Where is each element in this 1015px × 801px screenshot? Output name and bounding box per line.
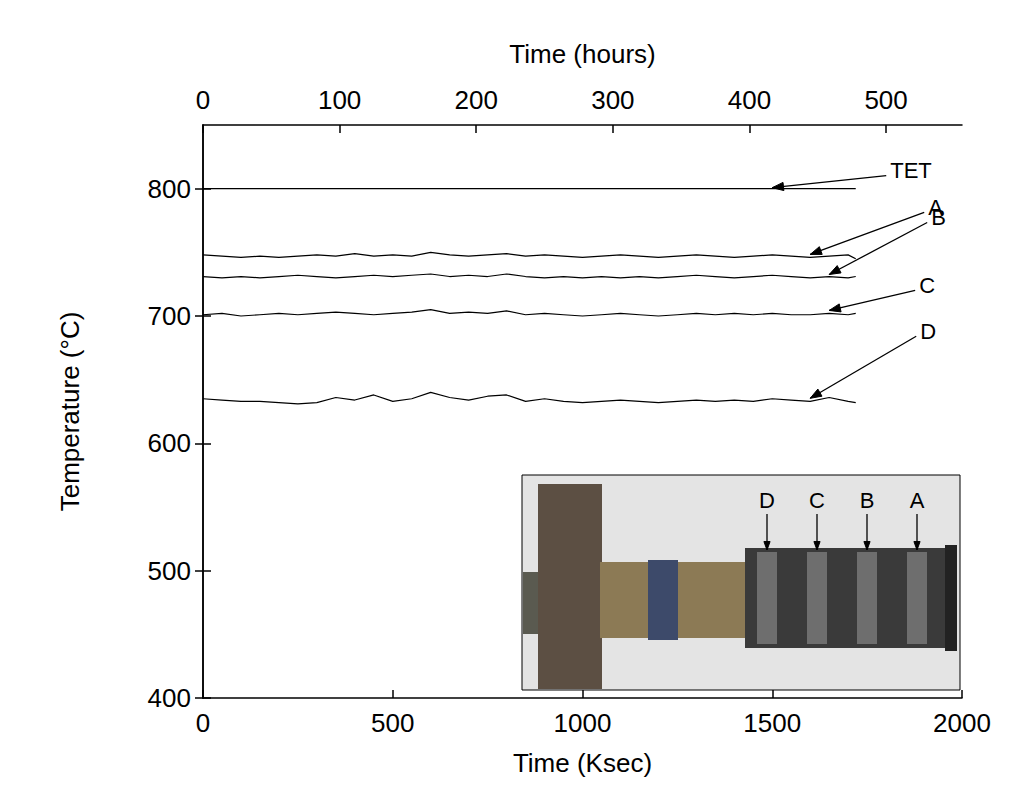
svg-text:2000: 2000 (933, 708, 991, 738)
svg-text:B: B (860, 488, 875, 513)
svg-text:500: 500 (864, 85, 907, 115)
svg-text:300: 300 (591, 85, 634, 115)
svg-text:600: 600 (148, 428, 191, 458)
svg-text:A: A (910, 488, 925, 513)
svg-text:C: C (809, 488, 825, 513)
svg-text:400: 400 (148, 683, 191, 713)
svg-text:200: 200 (455, 85, 498, 115)
svg-text:1500: 1500 (743, 708, 801, 738)
svg-text:Time (hours): Time (hours) (509, 39, 655, 69)
svg-text:100: 100 (318, 85, 361, 115)
svg-text:400: 400 (728, 85, 771, 115)
svg-text:D: D (920, 319, 936, 344)
svg-text:B: B (931, 205, 946, 230)
svg-text:TET: TET (890, 158, 932, 183)
svg-text:800: 800 (148, 174, 191, 204)
svg-text:500: 500 (148, 556, 191, 586)
svg-text:0: 0 (196, 708, 210, 738)
svg-text:C: C (919, 273, 935, 298)
svg-text:1000: 1000 (554, 708, 612, 738)
svg-text:700: 700 (148, 301, 191, 331)
svg-text:0: 0 (196, 85, 210, 115)
svg-text:500: 500 (371, 708, 414, 738)
svg-text:Temperature (°C): Temperature (°C) (55, 312, 85, 512)
svg-text:D: D (759, 488, 775, 513)
svg-text:Time (Ksec): Time (Ksec) (513, 748, 652, 778)
